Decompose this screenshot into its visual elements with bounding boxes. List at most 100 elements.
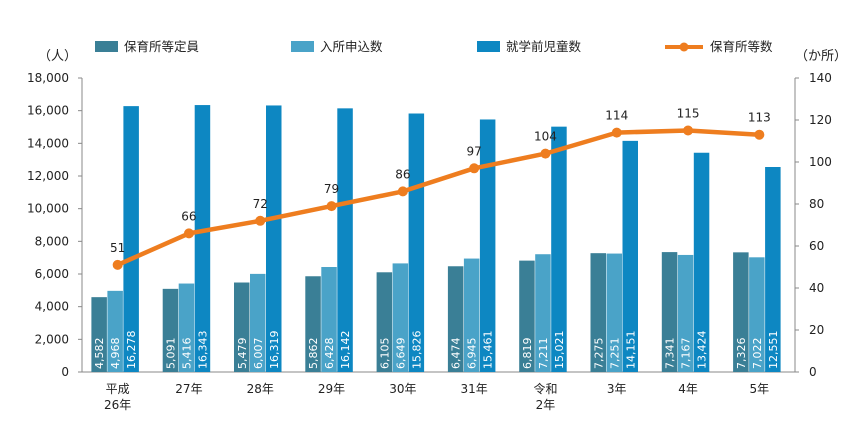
bar-value-label: 4,968 [109, 338, 122, 370]
x-tick-label: 4年 [678, 382, 698, 396]
bar-1 [305, 276, 321, 372]
line-value-label: 79 [324, 182, 339, 196]
left-tick-label: 0 [61, 365, 69, 379]
bar-value-label: 6,007 [252, 338, 265, 370]
legend-label: 就学前児童数 [506, 39, 582, 54]
bar-2 [606, 253, 622, 372]
bar-value-label: 7,022 [751, 338, 764, 370]
bar-value-label: 7,326 [735, 338, 748, 370]
x-tick-label: 平成 26年 [104, 382, 131, 412]
bar-value-label: 6,649 [394, 338, 407, 370]
x-tick-label: 5年 [750, 382, 770, 396]
legend-swatch [95, 41, 118, 52]
right-tick-label: 40 [809, 281, 824, 295]
right-axis-unit: （か所） [795, 49, 847, 64]
left-axis-unit: （人） [38, 49, 77, 64]
legend-swatch [291, 41, 314, 52]
bar-2 [178, 283, 195, 372]
line-point [469, 163, 480, 174]
left-tick-label: 8,000 [35, 234, 69, 248]
bar-1 [661, 252, 678, 372]
right-tick-label: 0 [809, 365, 817, 379]
x-tick-label: 27年 [175, 382, 202, 396]
line-value-label: 72 [253, 197, 268, 211]
bar-value-label: 4,582 [93, 338, 106, 370]
line-point [397, 186, 408, 197]
bar-1 [91, 297, 107, 372]
bar-2 [250, 273, 266, 372]
bar-value-label: 7,275 [592, 338, 605, 370]
bar-3 [765, 167, 781, 372]
line-value-label: 86 [395, 167, 410, 181]
left-tick-label: 12,000 [27, 169, 69, 183]
line-point [326, 201, 337, 212]
bar-2 [535, 254, 551, 372]
legend-line-marker [679, 42, 689, 52]
bar-value-label: 7,167 [680, 338, 693, 370]
line-point [611, 127, 622, 138]
line-point [683, 125, 694, 136]
left-tick-label: 6,000 [35, 267, 69, 281]
line-value-label: 97 [467, 144, 482, 158]
line-series [116, 128, 760, 267]
bar-3 [551, 126, 567, 372]
x-tick-label: 31年 [461, 382, 488, 396]
right-tick-label: 140 [809, 71, 832, 85]
x-tick-label: 28年 [247, 382, 274, 396]
legend-swatch [477, 41, 500, 52]
bar-value-label: 14,151 [624, 331, 637, 370]
line-value-label: 114 [605, 109, 628, 123]
bar-1 [590, 253, 606, 372]
bar-1 [162, 288, 179, 372]
right-tick-label: 20 [809, 323, 824, 337]
bar-1 [733, 252, 749, 372]
bar-2 [677, 254, 694, 372]
bar-value-label: 5,091 [164, 338, 177, 370]
bar-3 [194, 105, 211, 372]
line-point [754, 129, 765, 140]
bar-value-label: 5,416 [180, 338, 193, 370]
bar-value-label: 16,278 [125, 331, 138, 370]
bar-value-label: 5,479 [236, 338, 249, 370]
line-point [112, 259, 123, 270]
bar-value-label: 7,251 [608, 338, 621, 370]
left-tick-label: 4,000 [35, 300, 69, 314]
bar-2 [392, 263, 409, 372]
left-tick-label: 14,000 [27, 136, 69, 150]
bar-value-label: 6,428 [323, 338, 336, 370]
bar-value-label: 16,343 [196, 331, 209, 370]
bar-value-label: 15,826 [410, 331, 423, 370]
bar-3 [337, 108, 353, 372]
x-tick-label: 令和 2年 [533, 381, 557, 412]
line-value-label: 104 [534, 130, 557, 144]
bar-3 [123, 106, 139, 372]
right-tick-label: 60 [809, 239, 824, 253]
left-tick-label: 10,000 [27, 202, 69, 216]
bar-1 [234, 282, 250, 372]
bar-2 [463, 258, 480, 372]
bar-1 [519, 260, 535, 372]
bar-3 [693, 152, 710, 372]
bar-value-label: 13,424 [696, 331, 709, 370]
left-tick-label: 16,000 [27, 104, 69, 118]
bar-3 [266, 105, 282, 373]
bar-value-label: 16,142 [339, 331, 352, 370]
bar-3 [479, 119, 496, 372]
bar-value-label: 16,319 [268, 331, 281, 370]
line-point [540, 148, 551, 159]
bar-value-label: 5,862 [307, 338, 320, 370]
bar-value-label: 6,105 [378, 338, 391, 370]
bar-1 [447, 266, 464, 372]
bar-2 [749, 257, 765, 372]
line-value-label: 113 [748, 111, 771, 125]
bar-value-label: 6,474 [450, 338, 463, 370]
legend-label: 保育所等数 [710, 39, 773, 54]
right-tick-label: 80 [809, 197, 824, 211]
left-tick-label: 18,000 [27, 71, 69, 85]
right-tick-label: 100 [809, 155, 832, 169]
bar-value-label: 6,945 [466, 338, 479, 370]
right-tick-label: 120 [809, 113, 832, 127]
line-value-label: 115 [677, 107, 700, 121]
left-tick-label: 2,000 [35, 332, 69, 346]
